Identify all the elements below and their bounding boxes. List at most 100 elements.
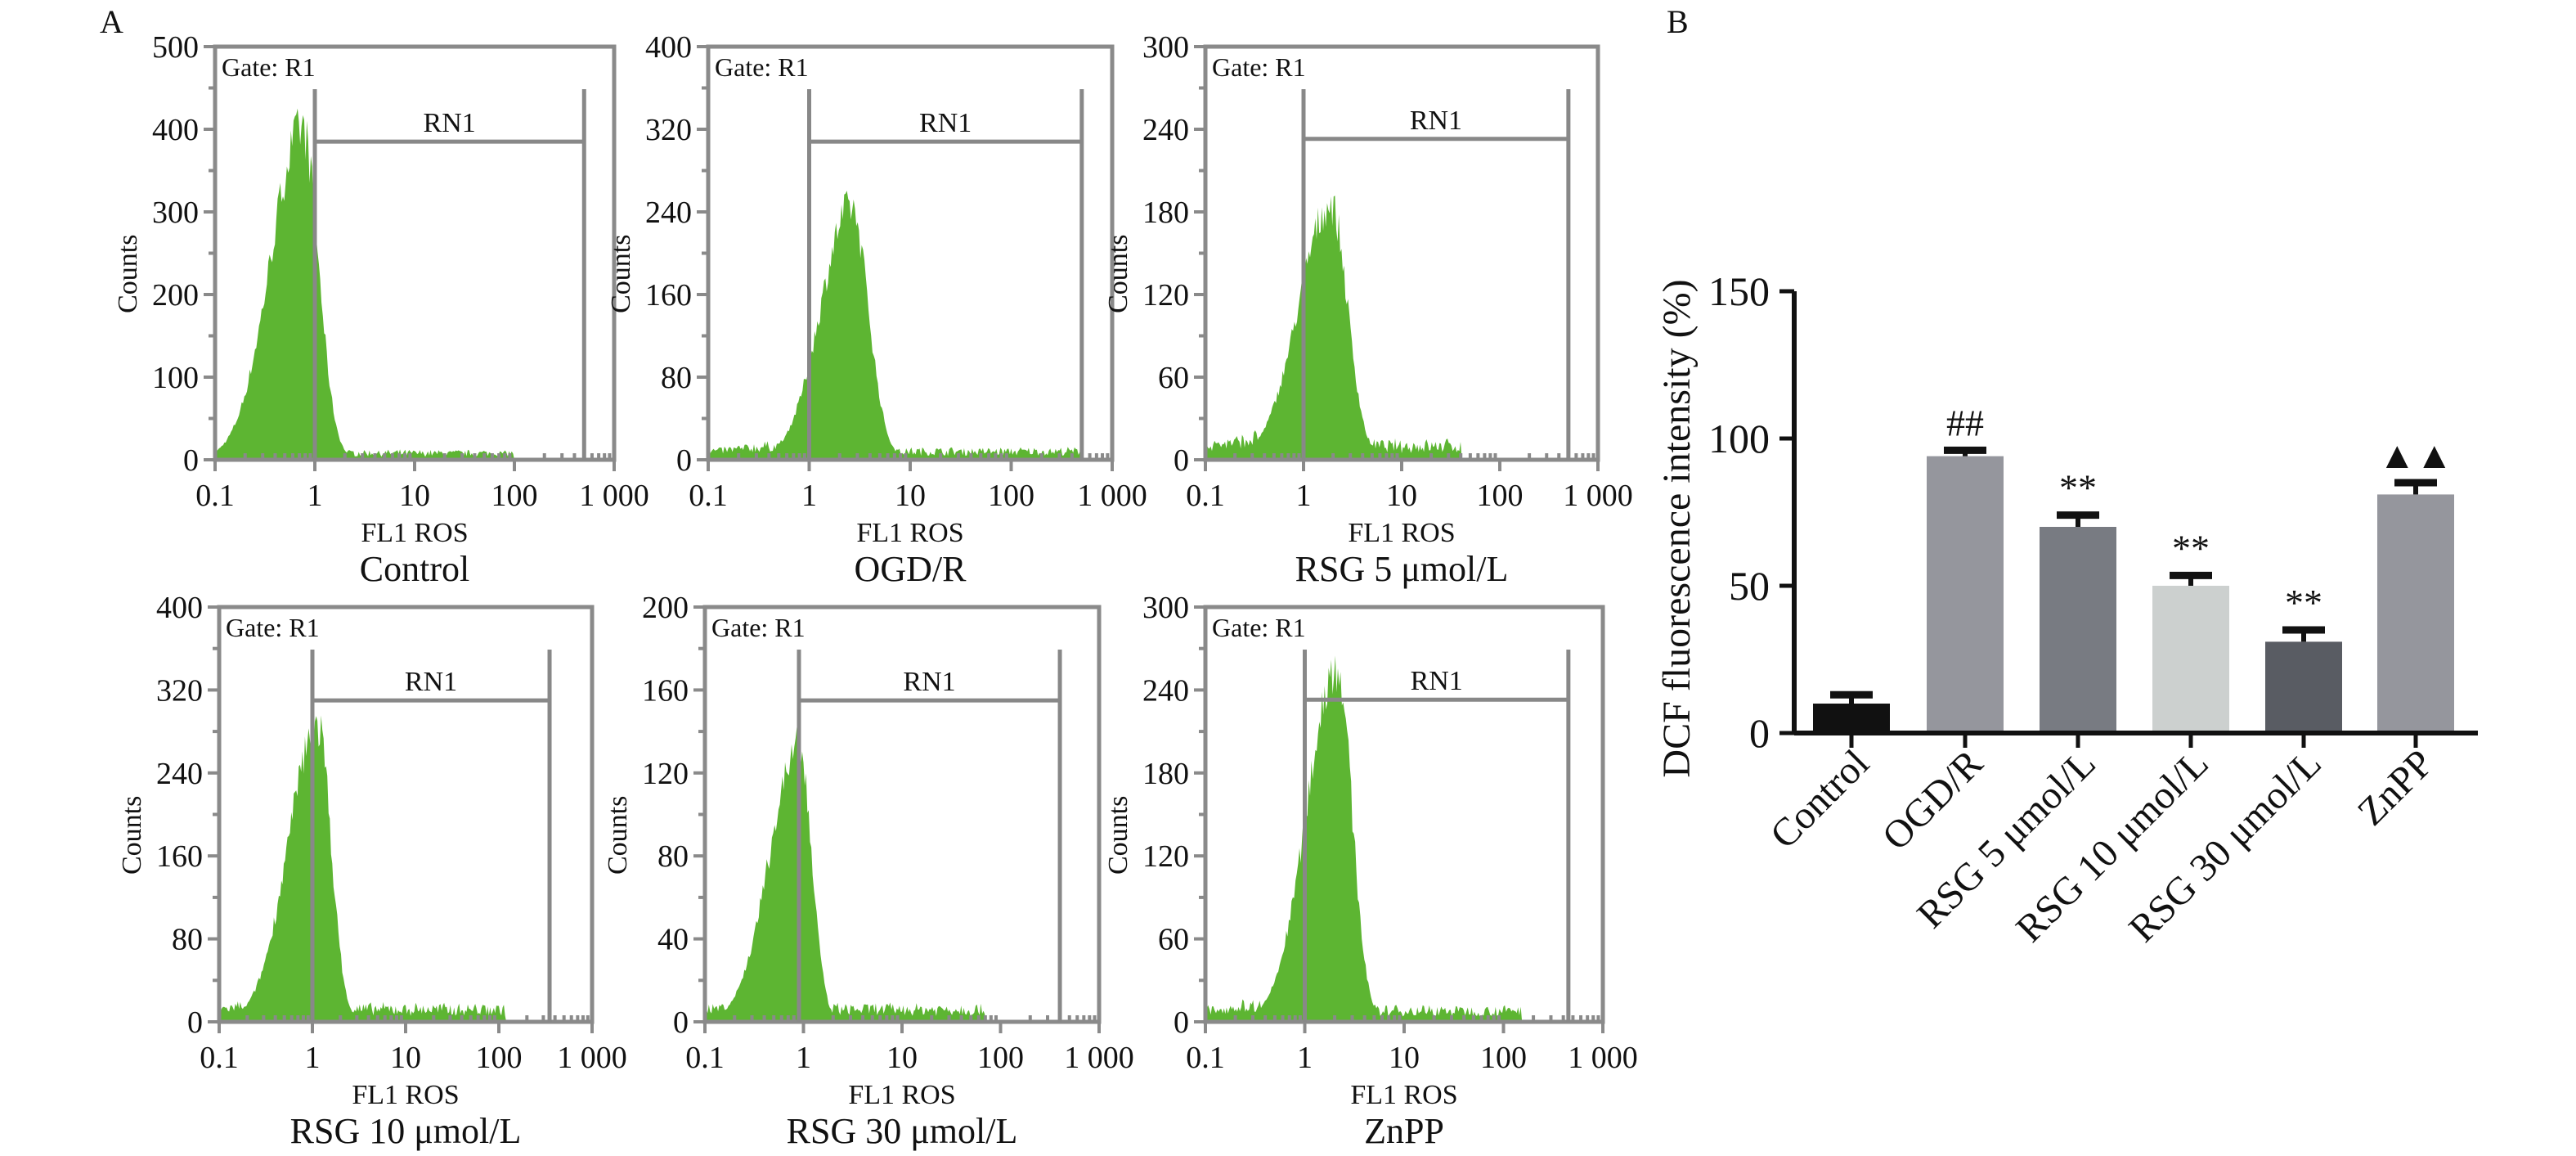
y-tick-label: 400 bbox=[152, 113, 199, 147]
y-tick-label: 300 bbox=[152, 196, 199, 230]
x-tick-label: 10 bbox=[1386, 479, 1417, 513]
x-tick-label: 1 bbox=[801, 479, 817, 513]
y-tick-label: 0 bbox=[1174, 1005, 1189, 1040]
y-tick-label: 100 bbox=[152, 361, 199, 395]
y-axis-title: Counts bbox=[113, 235, 143, 313]
y-tick-label: 240 bbox=[1142, 673, 1189, 708]
y-tick-label: 400 bbox=[156, 591, 203, 625]
bar bbox=[2265, 641, 2342, 733]
y-tick-label: 400 bbox=[645, 30, 692, 65]
x-tick-label: 100 bbox=[1477, 479, 1524, 513]
sample-title: RSG 30 μmol/L bbox=[787, 1111, 1018, 1151]
x-tick-label: 1 000 bbox=[1563, 479, 1633, 513]
x-tick-label: 1 bbox=[307, 479, 323, 513]
marker-label: RN1 bbox=[1410, 106, 1462, 136]
histogram-fill bbox=[219, 715, 592, 1022]
x-tick-label: 100 bbox=[1480, 1041, 1527, 1075]
sample-title: RSG 5 μmol/L bbox=[1295, 549, 1509, 589]
y-tick-label: 0 bbox=[183, 443, 199, 478]
sample-title: OGD/R bbox=[855, 549, 967, 589]
significance-marker: ** bbox=[2285, 582, 2322, 623]
sample-title: Control bbox=[360, 549, 469, 589]
x-tick-label: 1 bbox=[1297, 1041, 1313, 1075]
gate-label: Gate: R1 bbox=[715, 52, 809, 82]
y-tick-label: 200 bbox=[152, 278, 199, 313]
x-axis-title: FL1 ROS bbox=[352, 1080, 459, 1110]
histogram-plot: 0 80 160 240 320 400 0.1 1 10 100 1 000 RN1 Gate: R1… bbox=[606, 30, 1147, 589]
gate-label: Gate: R1 bbox=[222, 52, 316, 82]
x-tick-label: 10 bbox=[886, 1041, 918, 1075]
x-tick-label: 0.1 bbox=[200, 1041, 239, 1075]
panel-b-letter: B bbox=[1667, 3, 1689, 40]
gate-label: Gate: R1 bbox=[711, 613, 806, 642]
y-tick-label: 0 bbox=[676, 443, 692, 478]
histogram-fill bbox=[215, 108, 614, 460]
x-tick-label: 100 bbox=[977, 1041, 1024, 1075]
plot-frame bbox=[1203, 44, 1600, 462]
x-axis-title: FL1 ROS bbox=[856, 518, 963, 548]
y-axis-title: DCF fluorescence intensity (%) bbox=[1655, 279, 1699, 777]
y-axis-title: Counts bbox=[1103, 796, 1133, 875]
histogram-plot: 0 40 80 120 160 200 0.1 1 10 100 1 000 RN1 Gate: R1 C… bbox=[603, 591, 1134, 1151]
histogram-plot: 0 100 200 300 400 500 0.1 1 10 100 1 000 RN1 Gate: R… bbox=[113, 30, 649, 589]
y-tick-label: 320 bbox=[645, 113, 692, 147]
histogram-fill bbox=[705, 726, 1099, 1022]
x-tick-label: 0.1 bbox=[689, 479, 728, 513]
category-label: ZnPP bbox=[2349, 741, 2442, 834]
x-tick-label: 10 bbox=[895, 479, 926, 513]
x-tick-label: 1 bbox=[305, 1041, 321, 1075]
bar bbox=[2152, 586, 2229, 733]
y-tick-label: 40 bbox=[657, 923, 689, 957]
category-label: RSG 10 μmol/L bbox=[2008, 741, 2217, 951]
y-tick-label: 160 bbox=[645, 278, 692, 313]
marker-label: RN1 bbox=[1411, 666, 1463, 696]
y-tick-label: 80 bbox=[172, 923, 203, 957]
category-label: Control bbox=[1762, 741, 1878, 857]
x-tick-label: 10 bbox=[1389, 1041, 1420, 1075]
y-tick-label: 180 bbox=[1142, 757, 1189, 791]
x-tick-label: 1 000 bbox=[1568, 1041, 1638, 1075]
histogram-plot: 0 60 120 180 240 300 0.1 1 10 100 1 000 RN1 Gate: R1… bbox=[1103, 591, 1638, 1151]
x-tick-label: 10 bbox=[399, 479, 430, 513]
significance-marker: ## bbox=[1946, 402, 1984, 443]
y-tick-label: 300 bbox=[1142, 30, 1189, 65]
x-tick-label: 100 bbox=[476, 1041, 523, 1075]
gate-label: Gate: R1 bbox=[226, 613, 320, 642]
y-tick-label: 160 bbox=[156, 839, 203, 874]
histogram-plot: 0 60 120 180 240 300 0.1 1 10 100 1 000 RN1 Gate: R1… bbox=[1103, 30, 1633, 589]
bar bbox=[2040, 527, 2116, 733]
x-tick-label: 1 000 bbox=[1077, 479, 1147, 513]
y-axis-title: Counts bbox=[117, 796, 147, 875]
x-tick-label: 1 bbox=[1296, 479, 1312, 513]
y-tick-label: 120 bbox=[642, 757, 689, 791]
y-tick-label: 120 bbox=[1142, 278, 1189, 313]
y-tick-label: 240 bbox=[645, 196, 692, 230]
y-tick-label: 60 bbox=[1158, 923, 1189, 957]
histogram-fill bbox=[1205, 655, 1603, 1022]
y-axis-title: Counts bbox=[606, 235, 636, 313]
y-tick-label: 240 bbox=[156, 757, 203, 791]
y-axis-title: Counts bbox=[603, 796, 633, 875]
x-tick-label: 10 bbox=[390, 1041, 421, 1075]
histogram-fill bbox=[1205, 196, 1598, 460]
x-tick-label: 100 bbox=[988, 479, 1034, 513]
marker-label: RN1 bbox=[405, 667, 457, 697]
y-tick-label: 50 bbox=[1729, 563, 1770, 609]
marker-label: RN1 bbox=[903, 667, 955, 697]
plot-frame bbox=[1203, 605, 1605, 1024]
x-tick-label: 100 bbox=[491, 479, 538, 513]
y-tick-label: 0 bbox=[1174, 443, 1189, 478]
x-axis-title: FL1 ROS bbox=[1348, 518, 1455, 548]
y-tick-label: 80 bbox=[661, 361, 692, 395]
y-tick-label: 150 bbox=[1708, 268, 1770, 314]
y-tick-label: 300 bbox=[1142, 591, 1189, 625]
x-axis-title: FL1 ROS bbox=[848, 1080, 955, 1110]
histogram-fill bbox=[708, 191, 1112, 460]
bar bbox=[1927, 456, 2004, 733]
x-tick-label: 1 000 bbox=[579, 479, 649, 513]
y-tick-label: 0 bbox=[187, 1005, 203, 1040]
significance-marker: ** bbox=[2059, 467, 2097, 509]
x-axis-title: FL1 ROS bbox=[361, 518, 468, 548]
